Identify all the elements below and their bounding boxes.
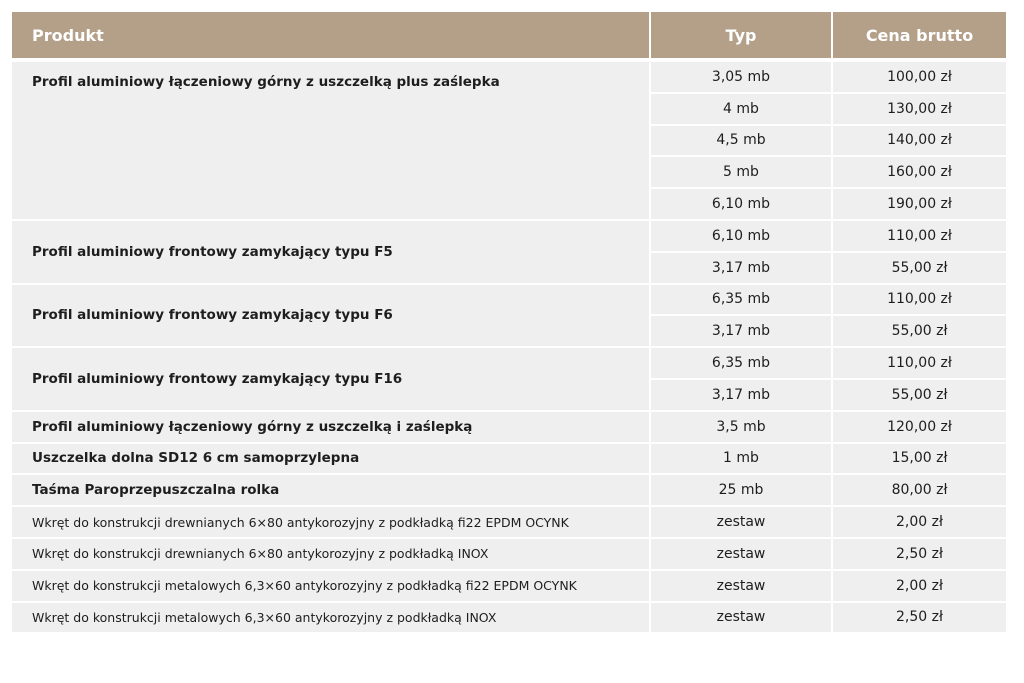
product-cell: Wkręt do konstrukcji drewnianych 6×80 an… [12,505,651,539]
type-cell: 6,10 mb [650,218,833,253]
type-cell: 1 mb [650,441,833,476]
price-cell: 110,00 zł [832,346,1008,380]
price-cell: 2,50 zł [832,600,1008,635]
type-cell: 4,5 mb [650,123,833,158]
table-row: Wkręt do konstrukcji metalowych 6,3×60 a… [12,568,1008,603]
type-cell: zestaw [650,600,833,635]
price-cell: 120,00 zł [832,409,1008,444]
type-cell: 3,5 mb [650,409,833,444]
price-cell: 110,00 zł [832,218,1008,253]
price-cell: 15,00 zł [832,441,1008,476]
table-body: Profil aluminiowy łączeniowy górny z usz… [12,59,1008,635]
type-cell: zestaw [650,568,833,603]
price-table: Produkt Typ Cena brutto Profil aluminiow… [12,12,1008,635]
price-cell: 2,00 zł [832,505,1008,539]
price-cell: 55,00 zł [832,314,1008,349]
price-cell: 2,50 zł [832,536,1008,571]
type-cell: 6,10 mb [650,187,833,221]
type-cell: 25 mb [650,473,833,508]
table-row: Wkręt do konstrukcji drewnianych 6×80 an… [12,536,1008,571]
table-row: 3,17 mb 55,00 zł [12,377,1008,412]
product-cell: Uszczelka dolna SD12 6 cm samoprzylepna [12,441,651,476]
type-cell: 6,35 mb [650,346,833,380]
type-cell: 6,35 mb [650,282,833,317]
price-cell: 160,00 zł [832,155,1008,190]
type-cell: 3,17 mb [650,377,833,412]
product-cell: Profil aluminiowy łączeniowy górny z usz… [12,59,651,221]
product-cell: Wkręt do konstrukcji drewnianych 6×80 an… [12,536,651,571]
table-row: 5 mb 160,00 zł [12,155,1008,190]
type-cell: 3,05 mb [650,59,833,94]
table-row: Profil aluminiowy frontowy zamykający ty… [12,346,1008,412]
table-row: Uszczelka dolna SD12 6 cm samoprzylepna 1… [12,441,1008,476]
product-cell: Profil aluminiowy frontowy zamykający ty… [12,282,651,349]
table-row: 4 mb 130,00 zł [12,91,1008,126]
product-cell: Wkręt do konstrukcji metalowych 6,3×60 a… [12,568,651,603]
type-cell: 3,17 mb [650,250,833,285]
product-cell: Wkręt do konstrukcji metalowych 6,3×60 a… [12,600,651,635]
product-cell: Profil aluminiowy łączeniowy górny z usz… [12,409,651,444]
product-cell: Profil aluminiowy frontowy zamykający ty… [12,346,651,412]
header-cell: Produkt [12,12,651,62]
price-cell: 140,00 zł [832,123,1008,158]
type-cell: zestaw [650,536,833,571]
type-cell: 5 mb [650,155,833,190]
table-row: Profil aluminiowy łączeniowy górny z usz… [12,409,1008,444]
product-cell: Taśma Paroprzepuszczalna rolka [12,473,651,508]
table-row: Wkręt do konstrukcji metalowych 6,3×60 a… [12,600,1008,635]
table-row: Profil aluminiowy frontowy zamykający ty… [12,282,1008,349]
price-cell: 80,00 zł [832,473,1008,508]
header-cell: Typ [650,12,833,62]
price-cell: 190,00 zł [832,187,1008,221]
product-cell: Profil aluminiowy frontowy zamykający ty… [12,218,651,285]
table-row: Wkręt do konstrukcji drewnianych 6×80 an… [12,505,1008,539]
price-cell: 55,00 zł [832,377,1008,412]
price-cell: 55,00 zł [832,250,1008,285]
table-row: 3,17 mb 55,00 zł [12,314,1008,349]
table-row: 4,5 mb 140,00 zł [12,123,1008,158]
table-row: 6,10 mb 190,00 zł [12,187,1008,221]
table-row: Taśma Paroprzepuszczalna rolka 25 mb 80,00… [12,473,1008,508]
table-row: Profil aluminiowy frontowy zamykający ty… [12,218,1008,285]
header-row: Produkt Typ Cena brutto [12,12,1008,62]
price-cell: 130,00 zł [832,91,1008,126]
table-row: 3,17 mb 55,00 zł [12,250,1008,285]
price-cell: 100,00 zł [832,59,1008,94]
type-cell: 3,17 mb [650,314,833,349]
header-cell: Cena brutto [832,12,1008,62]
price-cell: 110,00 zł [832,282,1008,317]
type-cell: 4 mb [650,91,833,126]
table-row: Profil aluminiowy łączeniowy górny z usz… [12,59,1008,221]
type-cell: zestaw [650,505,833,539]
price-cell: 2,00 zł [832,568,1008,603]
